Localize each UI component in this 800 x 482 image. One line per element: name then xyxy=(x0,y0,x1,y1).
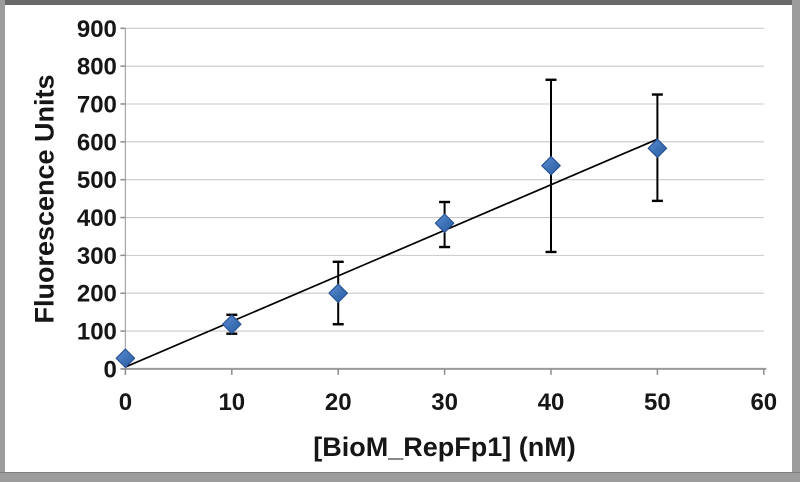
x-tick-label: 40 xyxy=(538,389,565,416)
x-tick-label: 20 xyxy=(325,389,352,416)
data-point-diamond xyxy=(222,314,242,335)
y-tick-label: 800 xyxy=(77,54,117,81)
data-point-diamond xyxy=(115,348,136,369)
trendline xyxy=(125,138,658,368)
y-tick-label: 700 xyxy=(77,91,117,118)
data-point-diamond xyxy=(328,283,348,304)
window-border-left xyxy=(0,0,5,482)
x-tick-label: 50 xyxy=(644,389,671,416)
window-border-top xyxy=(0,0,800,5)
x-tick-label: 30 xyxy=(431,389,458,416)
data-point-diamond xyxy=(647,138,668,159)
y-tick-label: 400 xyxy=(77,205,117,232)
x-tick-label: 10 xyxy=(218,389,245,416)
y-tick-label: 200 xyxy=(77,281,117,308)
y-tick-label: 0 xyxy=(104,356,117,383)
data-point-diamond xyxy=(541,155,561,176)
x-tick-label: 60 xyxy=(750,389,777,416)
window-border-right xyxy=(792,0,800,482)
window-border-bottom xyxy=(0,472,800,482)
y-axis-title: Fluorescence Units xyxy=(29,74,60,324)
x-tick-label: 0 xyxy=(119,389,132,416)
y-tick-label: 300 xyxy=(77,243,117,270)
y-tick-label: 900 xyxy=(77,16,117,43)
y-tick-label: 100 xyxy=(77,319,117,346)
y-tick-label: 600 xyxy=(77,129,117,156)
x-axis-title: [BioM_RepFp1] (nM) xyxy=(313,432,576,462)
data-point-diamond xyxy=(434,213,455,233)
y-tick-label: 500 xyxy=(77,167,117,194)
